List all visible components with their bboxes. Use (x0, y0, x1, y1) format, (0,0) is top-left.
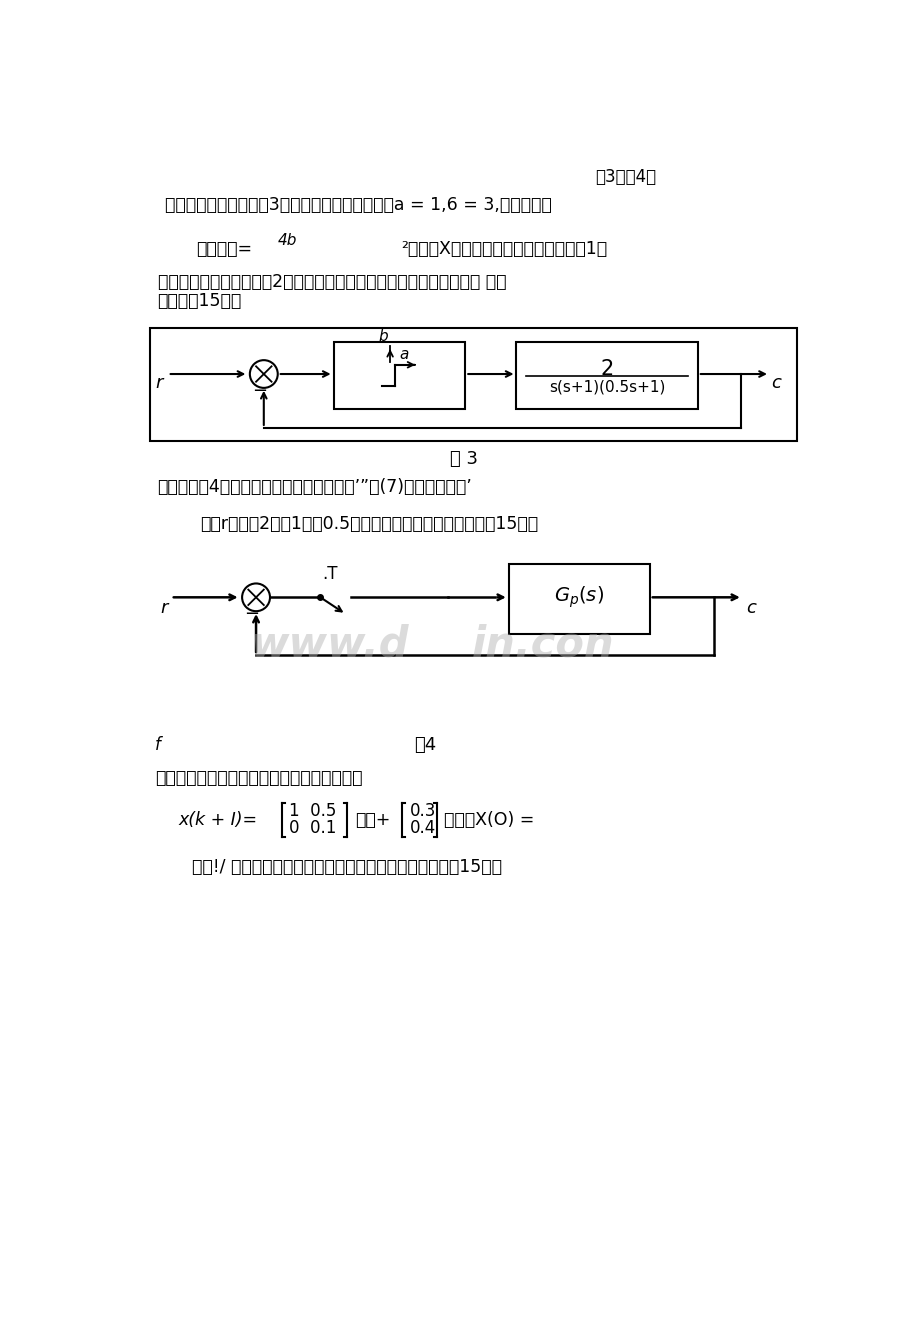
Text: 0.4: 0.4 (409, 820, 436, 837)
Text: −: − (252, 383, 267, 400)
Text: f: f (155, 736, 161, 754)
Text: 五、设非线性系统如图3所示，其中非线性环节中a = 1,6 = 3,非线性环节: 五、设非线性系统如图3所示，其中非线性环节中a = 1,6 = 3,非线性环节 (165, 196, 551, 213)
Text: r: r (155, 375, 163, 392)
Text: x(k + I)=: x(k + I)= (178, 810, 257, 829)
Text: 试求!/ （么）使系统可在第二个采样时刻转移到原点。（15分）: 试求!/ （么）使系统可在第二个采样时刻转移到原点。（15分） (192, 858, 502, 876)
Text: in.con: in.con (471, 624, 614, 665)
Bar (508, 564, 649, 633)
Text: c: c (745, 599, 754, 617)
Text: www.d: www.d (250, 624, 409, 665)
Text: s(s+1)(0.5s+1): s(s+1)(0.5s+1) (549, 380, 664, 395)
Text: 啊），X(O) =: 啊），X(O) = (444, 810, 534, 829)
Text: 六、已知图4所示系统的传递函数为印卜么’”。(7)为零阶保持器’: 六、已知图4所示系统的传递函数为印卜么’”。(7)为零阶保持器’ (157, 479, 471, 496)
Text: 七、已知离散时间系统的系统方程和初态如下: 七、已知离散时间系统的系统方程和初态如下 (155, 769, 362, 788)
Text: c: c (771, 375, 780, 392)
Text: 讲）+: 讲）+ (355, 810, 391, 829)
Text: 图 3: 图 3 (449, 449, 477, 468)
Text: 试求r分别为2秒、1秒和0.5秒时，系统稳定的么值范围。（15分）: 试求r分别为2秒、1秒和0.5秒时，系统稳定的么值范围。（15分） (200, 515, 538, 533)
Text: 0  0.1: 0 0.1 (289, 820, 336, 837)
Text: 4b: 4b (278, 232, 297, 248)
Text: r: r (160, 599, 167, 617)
Text: 图4: 图4 (414, 736, 436, 754)
Text: 第3页兲4页: 第3页兲4页 (595, 168, 656, 185)
Bar (334, 343, 465, 409)
Text: .T: .T (323, 565, 338, 584)
Bar (516, 343, 697, 409)
Text: 试判定系统的稳定性；（2）系统是否存在极限环，若存在请计算出频 率和: 试判定系统的稳定性；（2）系统是否存在极限环，若存在请计算出频 率和 (157, 273, 505, 291)
Text: $G_p(s)$: $G_p(s)$ (553, 585, 604, 611)
Text: 振幅。（15分）: 振幅。（15分） (157, 292, 242, 309)
Text: −: − (244, 605, 259, 624)
Bar (150, 328, 796, 441)
Text: ²，其中X为非线性环节的输入幅值，（1）: ²，其中X为非线性环节的输入幅值，（1） (402, 240, 607, 257)
Text: b: b (379, 329, 388, 344)
Text: 1  0.5: 1 0.5 (289, 802, 336, 820)
Text: a: a (399, 347, 408, 361)
Text: 描述函数=: 描述函数= (196, 240, 252, 257)
Text: 0.3: 0.3 (409, 802, 436, 820)
Text: 2: 2 (600, 359, 613, 379)
